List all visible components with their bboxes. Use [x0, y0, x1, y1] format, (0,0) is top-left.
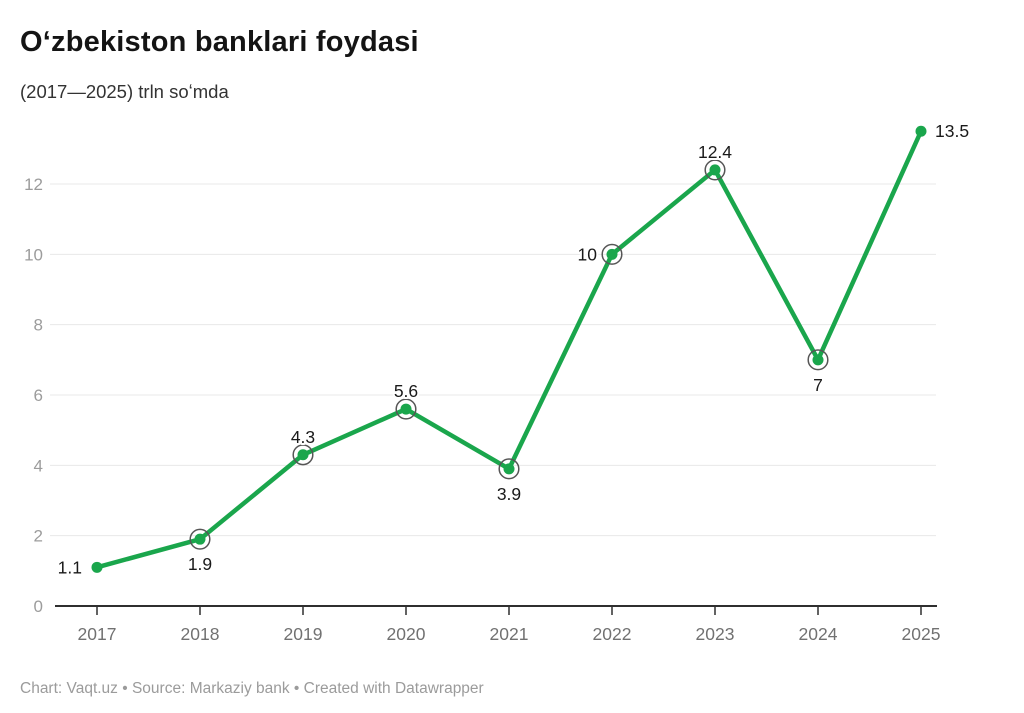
data-point	[194, 533, 206, 545]
x-axis-tick-label: 2025	[902, 624, 941, 644]
data-point	[503, 463, 515, 475]
data-point	[606, 248, 618, 260]
chart-subtitle: (2017—2025) trln soʻmda	[20, 81, 229, 102]
chart-title: Oʻzbekiston banklari foydasi	[20, 26, 419, 58]
y-axis-tick-label: 0	[34, 597, 43, 616]
y-axis-tick-label: 4	[34, 456, 43, 475]
point-ring	[704, 159, 726, 181]
data-point	[91, 561, 103, 573]
y-axis-tick-label: 2	[34, 527, 43, 546]
value-label: 12.4	[698, 142, 732, 162]
data-point	[400, 403, 412, 415]
x-axis-tick-label: 2017	[78, 624, 117, 644]
x-axis-tick-label: 2022	[593, 624, 632, 644]
value-label: 3.9	[497, 484, 521, 504]
x-axis-tick-label: 2023	[696, 624, 735, 644]
x-axis-tick-label: 2019	[284, 624, 323, 644]
value-label: 1.9	[188, 554, 212, 574]
data-point	[297, 449, 309, 461]
y-axis-tick-label: 6	[34, 386, 43, 405]
point-ring	[189, 528, 211, 550]
value-label: 4.3	[291, 427, 315, 447]
y-axis-tick-label: 12	[24, 175, 43, 194]
x-axis-tick-label: 2020	[387, 624, 426, 644]
x-axis-tick-label: 2021	[490, 624, 529, 644]
data-point	[709, 164, 721, 176]
data-point	[812, 354, 824, 366]
value-label: 1.1	[58, 557, 82, 577]
value-label: 10	[578, 244, 598, 264]
value-label: 5.6	[394, 381, 418, 401]
x-axis-tick-label: 2024	[799, 624, 838, 644]
data-point	[915, 125, 927, 137]
y-axis-tick-label: 10	[24, 245, 43, 264]
x-axis-tick-label: 2018	[181, 624, 220, 644]
point-ring	[601, 243, 623, 265]
point-ring	[807, 349, 829, 371]
point-ring	[395, 398, 417, 420]
point-ring	[292, 444, 314, 466]
value-label: 7	[813, 375, 823, 395]
point-ring	[498, 458, 520, 480]
footer-credits: Chart: Vaqt.uz • Source: Markaziy bank •…	[20, 680, 484, 697]
value-label: 13.5	[935, 121, 969, 141]
y-axis-tick-label: 8	[34, 316, 43, 335]
